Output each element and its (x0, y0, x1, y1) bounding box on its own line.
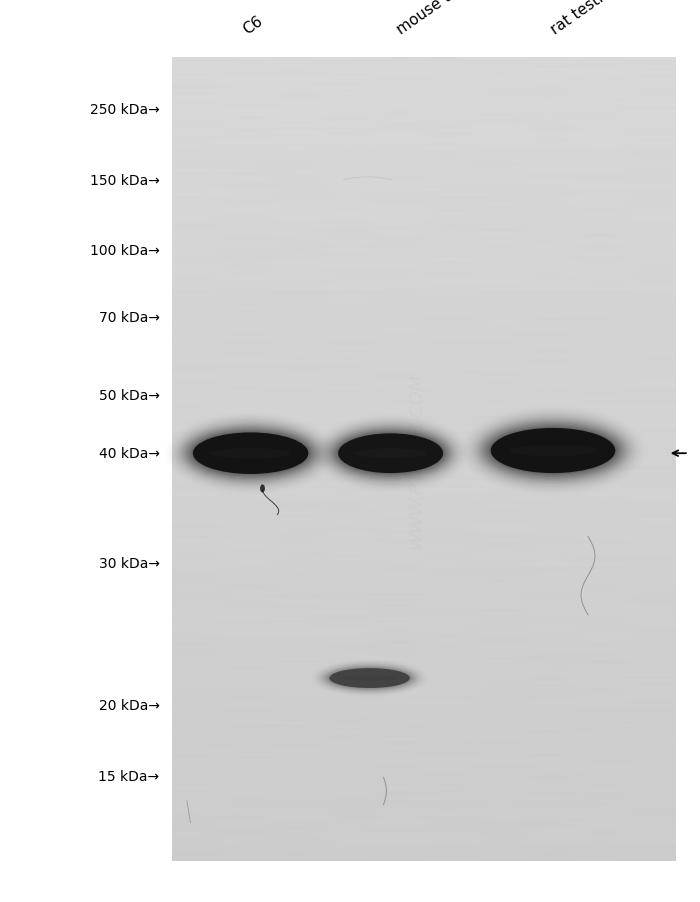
Ellipse shape (327, 667, 412, 689)
Text: 20 kDa→: 20 kDa→ (99, 698, 160, 713)
Ellipse shape (491, 428, 615, 474)
Ellipse shape (337, 433, 444, 474)
Ellipse shape (480, 420, 626, 482)
Text: 40 kDa→: 40 kDa→ (99, 446, 160, 461)
Text: C6: C6 (240, 14, 265, 38)
Ellipse shape (330, 668, 410, 688)
Text: 250 kDa→: 250 kDa→ (90, 103, 160, 117)
Ellipse shape (184, 427, 317, 481)
Ellipse shape (489, 427, 617, 474)
Ellipse shape (487, 426, 619, 476)
Ellipse shape (482, 421, 624, 480)
Ellipse shape (333, 430, 448, 477)
Ellipse shape (190, 430, 312, 477)
Text: 100 kDa→: 100 kDa→ (90, 244, 160, 258)
Ellipse shape (188, 429, 314, 478)
Ellipse shape (338, 434, 443, 474)
Ellipse shape (183, 426, 318, 482)
Ellipse shape (332, 429, 449, 478)
Ellipse shape (335, 431, 447, 476)
Ellipse shape (485, 424, 621, 478)
Ellipse shape (186, 428, 315, 480)
Ellipse shape (354, 448, 427, 458)
Text: mouse testis: mouse testis (394, 0, 483, 38)
Text: 50 kDa→: 50 kDa→ (99, 388, 160, 402)
Text: rat testis: rat testis (548, 0, 612, 38)
Ellipse shape (338, 434, 443, 474)
Ellipse shape (491, 428, 615, 474)
Text: WWW.PTGLAB.COM: WWW.PTGLAB.COM (407, 372, 426, 548)
Ellipse shape (193, 433, 309, 474)
Text: 15 kDa→: 15 kDa→ (99, 769, 160, 783)
Ellipse shape (483, 423, 623, 479)
Ellipse shape (260, 485, 265, 492)
Ellipse shape (328, 667, 411, 689)
Ellipse shape (510, 446, 596, 456)
Ellipse shape (329, 427, 452, 481)
Ellipse shape (330, 668, 410, 688)
Ellipse shape (210, 448, 291, 459)
Ellipse shape (342, 676, 398, 681)
Ellipse shape (330, 428, 451, 480)
Ellipse shape (193, 433, 309, 474)
Text: 70 kDa→: 70 kDa→ (99, 310, 160, 325)
Text: 150 kDa→: 150 kDa→ (90, 173, 160, 188)
Text: 30 kDa→: 30 kDa→ (99, 557, 160, 571)
Ellipse shape (191, 432, 310, 475)
